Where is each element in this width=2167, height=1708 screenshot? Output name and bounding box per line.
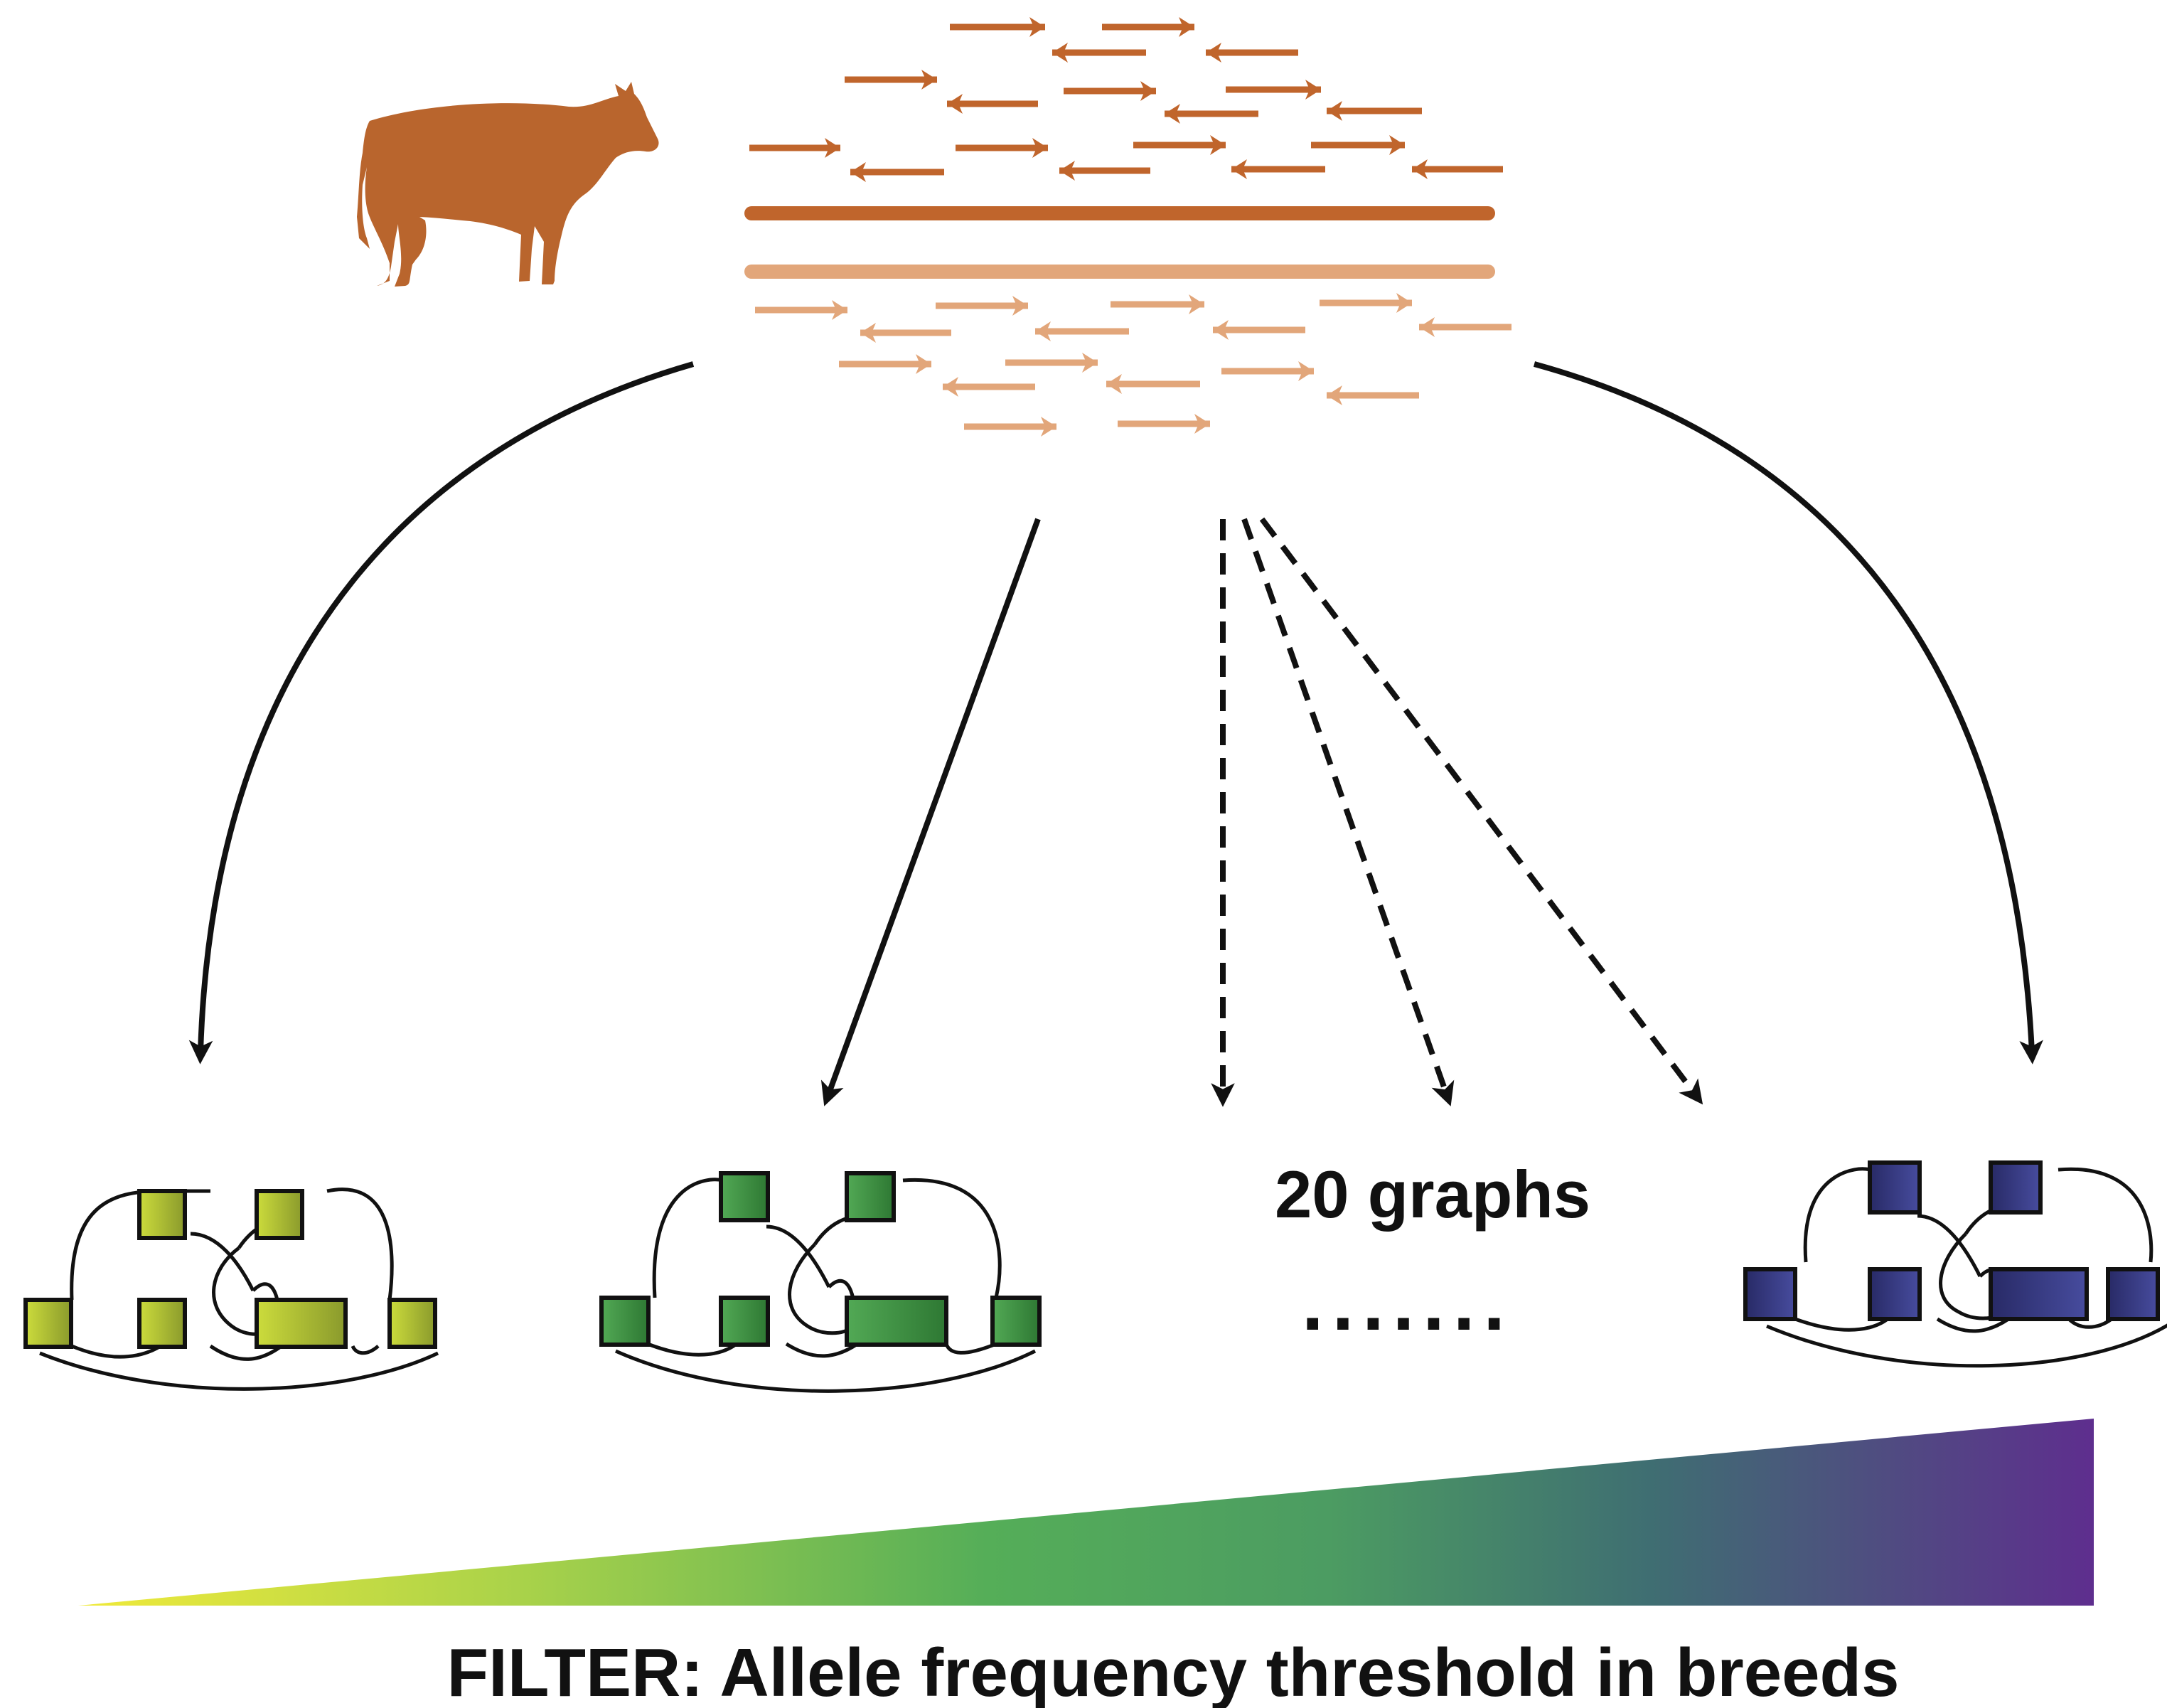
cow-icon <box>357 82 659 287</box>
filter-label: FILTER: Allele frequency threshold in br… <box>447 1635 1900 1708</box>
read-arrowhead-2 <box>1052 43 1068 63</box>
read-arrowhead-14 <box>850 162 866 182</box>
read-arrowhead-108 <box>916 354 931 374</box>
read-arrowhead-6 <box>1140 81 1156 101</box>
sequencing-reads-dark <box>749 17 1503 182</box>
arrow-to-graph-3 <box>1533 361 2043 1064</box>
read-arrowhead-102 <box>1189 294 1204 314</box>
read-arrowhead-109 <box>1082 353 1098 373</box>
read-arrowhead-107 <box>1419 317 1435 337</box>
arrow-to-graph-1 <box>188 361 695 1064</box>
arrow-dashed-3 <box>1259 517 1703 1105</box>
variation-graph-1 <box>23 1187 439 1391</box>
read-arrowhead-4 <box>921 70 937 90</box>
read-arrowhead-1 <box>1179 17 1194 37</box>
read-arrowhead-106 <box>1213 320 1229 340</box>
read-arrowhead-115 <box>1194 414 1210 434</box>
read-arrowhead-101 <box>1012 296 1028 316</box>
variation-graph-2 <box>599 1171 1042 1393</box>
read-arrowhead-100 <box>832 300 847 320</box>
read-arrowhead-105 <box>1035 321 1051 341</box>
ellipsis: ....... <box>1302 1259 1514 1347</box>
arrow-dashed-2 <box>1241 518 1455 1106</box>
read-arrowhead-110 <box>1298 361 1314 381</box>
read-arrowhead-12 <box>1210 135 1226 155</box>
read-arrowhead-10 <box>825 138 840 158</box>
read-arrowhead-9 <box>1327 101 1342 121</box>
read-arrowhead-112 <box>1106 374 1122 394</box>
read-arrowhead-15 <box>1059 161 1075 181</box>
read-arrowhead-7 <box>1305 80 1321 100</box>
graphs-count-label: 20 graphs <box>1275 1157 1590 1232</box>
read-arrowhead-16 <box>1231 159 1247 179</box>
read-arrowhead-113 <box>1327 385 1342 405</box>
variation-graph-3 <box>1743 1160 2167 1368</box>
construction-arrows <box>188 361 2043 1107</box>
sequencing-reads-light <box>755 293 1511 437</box>
filter-gradient-wedge <box>78 1419 2094 1606</box>
read-arrowhead-103 <box>1396 293 1412 313</box>
read-arrowhead-17 <box>1412 159 1428 179</box>
read-arrowhead-111 <box>943 377 958 397</box>
read-arrowhead-8 <box>1165 104 1180 124</box>
read-arrowhead-13 <box>1389 135 1405 155</box>
read-arrowhead-0 <box>1029 17 1045 37</box>
read-arrowhead-3 <box>1206 43 1221 63</box>
arrow-to-graph-2 <box>820 518 1041 1106</box>
read-arrowhead-104 <box>860 323 876 343</box>
read-arrowhead-114 <box>1041 417 1056 437</box>
read-arrowhead-11 <box>1032 138 1048 158</box>
read-arrowhead-5 <box>947 94 963 114</box>
